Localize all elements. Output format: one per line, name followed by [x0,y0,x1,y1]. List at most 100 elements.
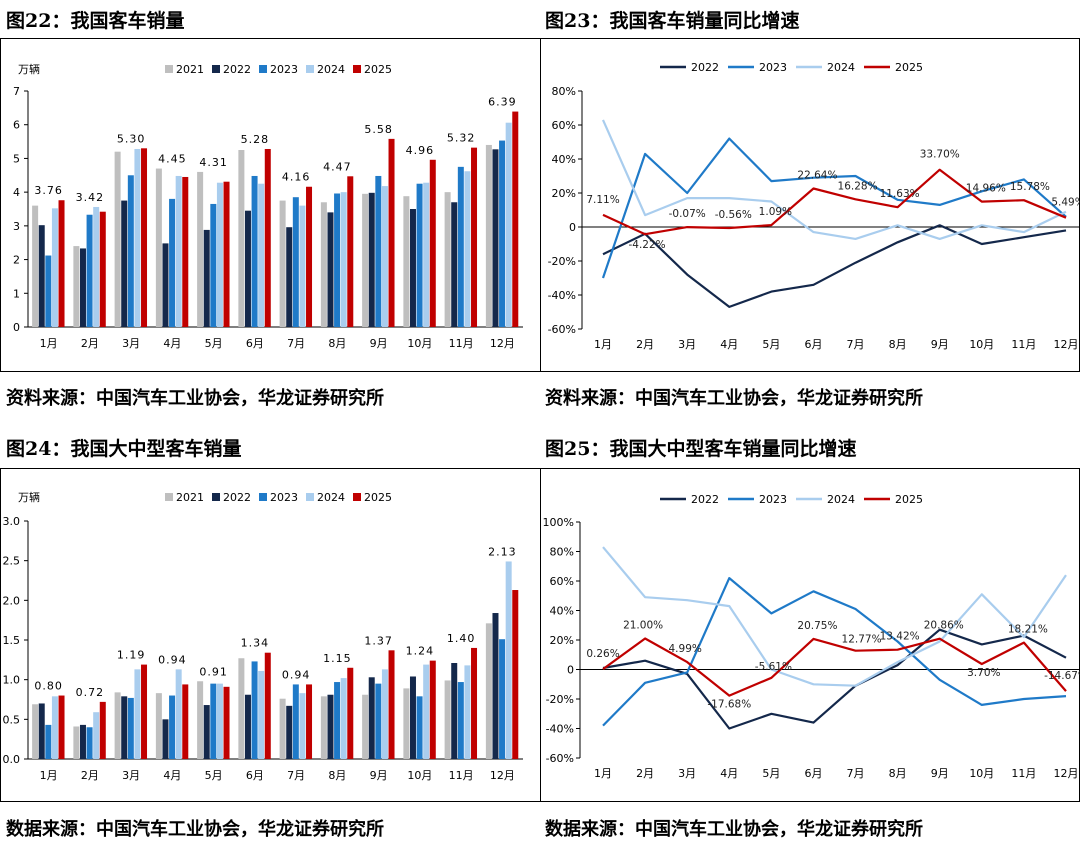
data-label-2025-3: -0.07% [669,208,706,220]
bar-2024-11 [464,171,471,327]
legend-label-2025: 2025 [364,63,392,76]
bar-2021-5 [197,171,204,327]
bar-2023-11 [457,166,464,327]
figure-23-source: 资料来源：中国汽车工业协会，华龙证券研究所 [545,388,923,409]
bar-2024-11 [464,665,471,759]
figure-24-bar-chart: 0.0 0.5 1.0 1.5 2.0 2.5 3.0 万辆 2021 2022 2023 2024 2… [3,490,523,782]
bar-2025-4 [182,176,189,327]
bar-2024-6 [258,670,265,759]
x-tick-label: 8月 [889,767,907,780]
bar-2021-6 [238,150,245,327]
bar-2025-7 [306,684,313,759]
y-tick-label: 20% [550,634,574,647]
bar-2022-10 [409,676,416,759]
y-tick-label: 2 [13,254,20,267]
x-tick-label: 10月 [407,337,432,350]
bar-2025-3 [141,664,148,759]
y-tick-label: 100% [543,516,574,529]
data-label-2025-3: 4.99% [669,643,702,655]
y-tick-label: 60% [552,119,576,132]
data-label-2025-10: 14.96% [966,183,1006,195]
bar-2023-9 [375,683,382,759]
data-label-2025-12: 5.49% [1051,197,1080,209]
x-tick-label: 9月 [370,337,388,350]
data-label-2025-8: 1.15 [323,652,352,665]
bar-2025-8 [347,667,354,759]
data-label-2025-2: 21.00% [623,620,663,632]
y-tick-label: 0 [569,221,576,234]
bar-2025-10 [429,660,436,759]
x-tick-label: 10月 [407,769,432,782]
data-label-2025-2: -4.22% [629,239,666,251]
bar-2025-2 [99,701,106,759]
bar-2024-8 [340,192,347,327]
data-label-2025-4: 4.45 [158,153,187,166]
y-tick-label: 1.5 [3,634,21,647]
x-tick-label: 4月 [720,767,738,780]
bar-2021-8 [320,696,327,759]
data-label-2025-7: 4.16 [282,171,311,184]
x-tick-label: 2月 [636,338,654,351]
y-tick-label: 0.0 [3,753,21,766]
x-tick-label: 2月 [81,769,99,782]
bar-2022-4 [162,719,169,759]
data-label-2025-6: 20.75% [797,620,837,632]
bar-2023-5 [210,203,217,327]
legend-label-2024: 2024 [827,61,855,74]
bar-2022-12 [492,613,499,759]
data-label-2025-4: 0.94 [158,653,187,666]
bar-2024-10 [423,182,430,327]
bar-2022-10 [409,209,416,327]
x-tick-label: 7月 [287,337,305,350]
series-line-2022 [602,628,1067,730]
x-tick-label: 9月 [931,767,949,780]
bar-2022-6 [244,210,251,327]
figure-24-source: 数据来源：中国汽车工业协会，华龙证券研究所 [6,819,384,840]
y-tick-label: 0 [13,321,20,334]
x-tick-label: 6月 [804,767,822,780]
bar-2024-9 [381,186,388,327]
data-label-2025-5: 0.91 [199,665,228,678]
y-tick-label: -20% [548,255,576,268]
bar-2024-7 [299,205,306,327]
bar-2025-1 [58,695,65,759]
bar-2025-9 [388,650,395,759]
legend-swatch-2023 [259,65,267,73]
bar-2023-7 [292,684,299,759]
y-tick-label: 2.0 [3,594,21,607]
x-tick-label: 11月 [449,337,474,350]
bar-2022-9 [368,677,375,759]
figure-22-source: 资料来源：中国汽车工业协会，华龙证券研究所 [6,388,384,409]
bar-2021-2 [73,246,80,327]
figure-24-title: 图24：我国大中型客车销量 [6,438,242,460]
bar-2024-5 [216,182,223,327]
bar-2025-9 [388,138,395,327]
bar-2024-4 [175,669,182,759]
bar-2023-3 [127,175,134,327]
legend-label-2021: 2021 [176,491,204,504]
bar-2022-5 [203,705,210,759]
bar-2024-10 [423,664,430,759]
figure-22-title: 图22：我国客车销量 [6,10,185,32]
bar-2021-12 [485,144,492,327]
bar-2024-4 [175,175,182,327]
x-tick-label: 9月 [931,338,949,351]
bar-2025-6 [264,652,271,759]
data-label-2025-12: 2.13 [488,545,517,558]
figure-22-bar-chart: 0 1 2 3 4 5 6 7 万辆 2021 2022 2023 2024 2025 3.76 1月 3.42… [13,62,523,350]
x-tick-label: 9月 [370,769,388,782]
bar-2024-1 [51,208,58,327]
bar-2025-11 [471,647,478,759]
bar-2022-3 [121,200,128,327]
bar-2021-8 [320,202,327,327]
x-tick-label: 6月 [246,769,264,782]
bar-2025-2 [99,211,106,327]
x-tick-label: 10月 [969,767,994,780]
data-label-2025-7: 16.28% [838,180,878,192]
x-tick-label: 12月 [490,769,515,782]
data-label-2025-11: 1.40 [447,632,476,645]
x-tick-label: 5月 [762,338,780,351]
y-tick-label: -20% [546,693,574,706]
data-label-2025-11: 15.78% [1010,181,1050,193]
bar-2024-6 [258,183,265,327]
